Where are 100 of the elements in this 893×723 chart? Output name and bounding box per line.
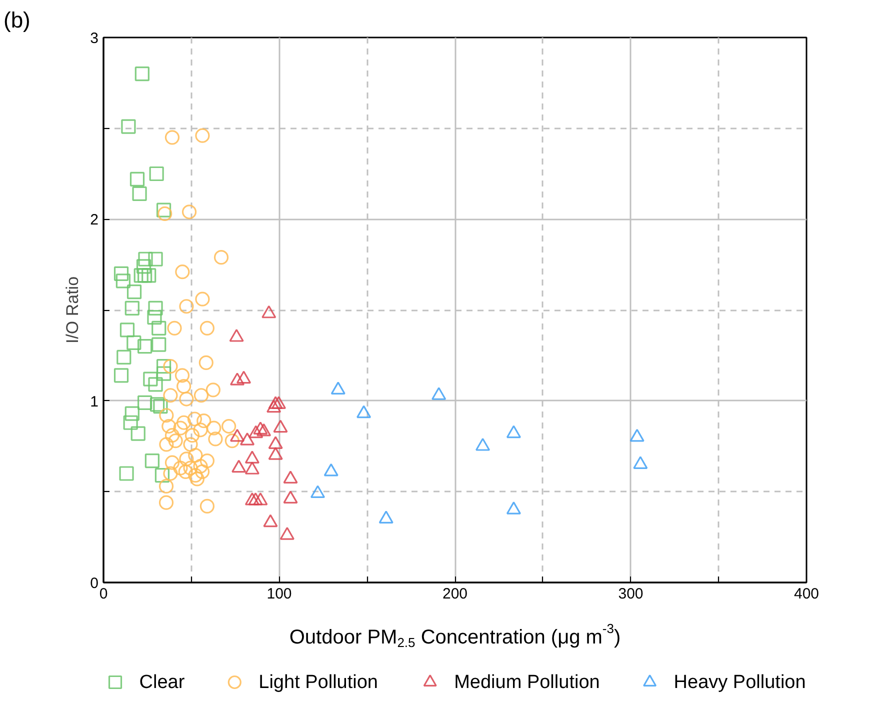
point <box>138 268 152 283</box>
point <box>187 412 202 426</box>
point <box>190 472 204 486</box>
point <box>179 299 194 314</box>
point <box>195 128 210 143</box>
point <box>193 458 208 474</box>
point <box>196 414 212 428</box>
point <box>224 434 240 448</box>
point <box>119 466 134 481</box>
legend-label: Clear <box>139 672 186 693</box>
point <box>156 359 172 374</box>
point <box>200 320 214 336</box>
point <box>152 320 166 336</box>
legend-label: Light Pollution <box>258 672 378 693</box>
point <box>116 350 132 365</box>
point <box>194 464 210 479</box>
x-tick-label: 100 <box>266 586 292 602</box>
point <box>120 322 135 338</box>
point <box>176 415 192 430</box>
point <box>156 366 172 381</box>
point <box>179 392 194 406</box>
point <box>174 368 190 383</box>
point <box>154 468 170 483</box>
point <box>206 420 222 436</box>
point <box>132 186 147 202</box>
point <box>188 448 203 463</box>
point <box>159 437 174 452</box>
point <box>168 434 183 448</box>
point <box>176 379 192 394</box>
point <box>126 335 142 350</box>
point <box>130 426 146 441</box>
point <box>159 408 174 423</box>
point <box>195 292 210 306</box>
point <box>142 268 156 283</box>
point <box>147 310 162 325</box>
x-tick-label: 400 <box>794 586 820 602</box>
legend-label: Heavy Pollution <box>674 672 806 693</box>
point <box>114 368 129 383</box>
point <box>114 266 129 281</box>
y-tick-label: 3 <box>90 30 98 47</box>
point <box>138 339 152 354</box>
point <box>153 398 168 414</box>
y-axis-title: I/O Ratio <box>63 276 82 344</box>
point <box>163 466 178 481</box>
point <box>156 202 172 218</box>
point <box>178 464 193 479</box>
y-tick-label: 0 <box>90 575 98 592</box>
point <box>208 432 223 446</box>
point <box>124 406 140 421</box>
point <box>164 428 180 443</box>
point <box>148 252 163 266</box>
point <box>222 418 236 434</box>
point <box>163 388 178 403</box>
point <box>143 372 158 386</box>
point <box>134 268 148 283</box>
point <box>150 397 165 412</box>
point <box>136 259 152 274</box>
point <box>193 422 208 438</box>
point <box>152 337 166 352</box>
point <box>214 250 229 265</box>
point <box>148 377 163 392</box>
point <box>198 355 214 370</box>
point <box>158 206 172 222</box>
point <box>183 437 198 452</box>
point <box>130 172 145 186</box>
point <box>163 359 178 374</box>
legend-label: Medium Pollution <box>454 672 600 693</box>
x-tick-label: 300 <box>618 586 644 602</box>
point <box>149 166 164 182</box>
point <box>200 498 214 514</box>
point <box>194 388 209 403</box>
text: (b) <box>4 8 30 32</box>
x-tick-label: 200 <box>442 586 468 602</box>
point <box>179 452 194 466</box>
point <box>175 264 190 280</box>
point <box>167 320 182 336</box>
point <box>123 415 138 430</box>
point <box>183 460 198 476</box>
y-tick-label: 2 <box>90 212 98 229</box>
point <box>144 453 160 468</box>
point <box>173 420 188 436</box>
point <box>173 460 188 476</box>
point <box>158 495 174 510</box>
point <box>116 274 130 288</box>
point <box>182 204 197 220</box>
point <box>138 252 153 266</box>
point <box>188 468 203 483</box>
y-tick-label: 1 <box>90 393 98 410</box>
point <box>164 130 180 145</box>
point <box>200 453 214 468</box>
point <box>158 478 174 494</box>
point <box>148 300 163 316</box>
point <box>126 284 142 300</box>
point <box>206 382 220 398</box>
point <box>162 418 176 434</box>
point <box>134 66 150 82</box>
point <box>124 300 140 316</box>
point <box>121 119 136 134</box>
point <box>164 455 180 470</box>
point <box>138 395 152 410</box>
